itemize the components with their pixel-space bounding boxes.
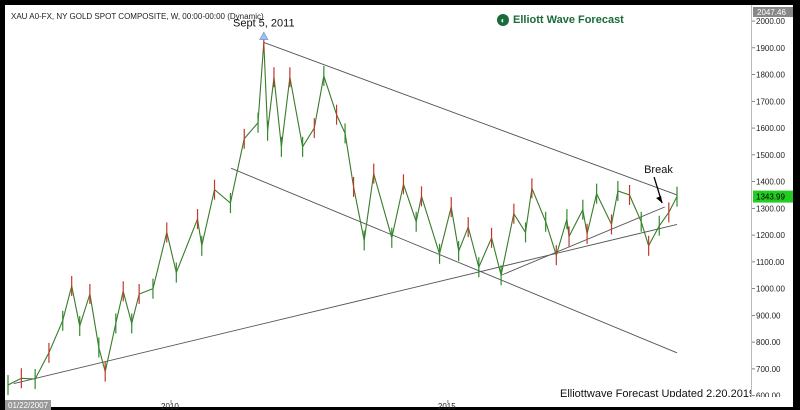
y-tick-label: 800.00 [756, 338, 781, 347]
y-tick-label: 1700.00 [756, 97, 785, 106]
y-tick-label: 1300.00 [756, 204, 785, 213]
price-axis-svg: 600.00 700.00 800.00 900.00 1000.00 1100.00 12… [752, 7, 793, 401]
trendline-1 [263, 42, 678, 196]
x-tick-label: 2015 [438, 402, 456, 410]
y-tick-label: 1600.00 [756, 124, 785, 133]
y-tick-label: 1800.00 [756, 71, 785, 80]
last-price-badge [753, 190, 793, 203]
time-axis-svg: 01/22/2007 2010 2015 [5, 400, 456, 410]
annotation-break-label: Break [644, 164, 673, 176]
y-tick-label: 700.00 [756, 365, 781, 374]
brand-name: Elliott Wave Forecast [513, 14, 624, 26]
y-tick-label: 1900.00 [756, 44, 785, 53]
x-tick-label: 2010 [161, 402, 179, 410]
brand-logo-text: ◐ Elliott Wave Forecast [497, 14, 624, 26]
time-axis[interactable]: 01/22/2007 2010 2015 [5, 397, 793, 410]
trendline-3 [13, 223, 678, 385]
price-chart[interactable]: Sept 5, 2011 Break [5, 5, 751, 397]
x-start-bg [5, 400, 51, 410]
y-tick-label: 1100.00 [756, 258, 785, 267]
price-line [7, 42, 678, 386]
last-price-label: 1343.99 [756, 193, 785, 202]
trendline-4 [500, 206, 665, 276]
axis-top-label: 2047.46 [757, 8, 786, 17]
break-arrow-head [656, 196, 663, 204]
elliott-wave-logo-icon: ◐ [497, 14, 509, 26]
price-axis[interactable]: 600.00 700.00 800.00 900.00 1000.00 1100.00 12… [751, 5, 793, 401]
annotation-peak-label: Sept 5, 2011 [233, 17, 295, 29]
axis-top-bg [753, 7, 793, 17]
y-tick-label: 1000.00 [756, 285, 785, 294]
peak-marker-icon [259, 31, 269, 40]
y-tick-label: 1500.00 [756, 151, 785, 160]
plot-area[interactable]: Sept 5, 2011 Break XAU A0-FX, NY GOLD SPO… [5, 5, 755, 401]
y-tick-label: 1200.00 [756, 231, 785, 240]
y-tick-label: 1400.00 [756, 178, 785, 187]
y-tick-label: 600.00 [756, 392, 781, 397]
symbol-title: XAU A0-FX, NY GOLD SPOT COMPOSITE, W, 00… [11, 12, 264, 21]
trendline-2 [230, 167, 678, 354]
y-tick-label: 900.00 [756, 311, 781, 320]
y-tick-label: 2000.00 [756, 17, 785, 26]
x-start-label: 01/22/2007 [8, 401, 49, 410]
